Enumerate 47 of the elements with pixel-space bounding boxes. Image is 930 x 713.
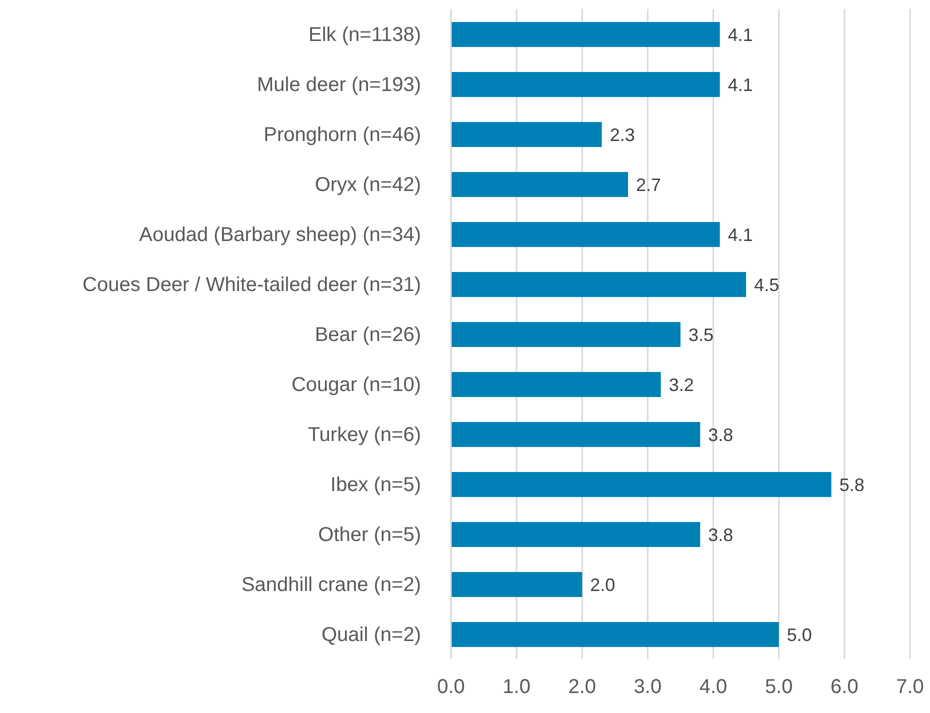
- data-label: 4.1: [728, 24, 753, 45]
- y-tick-label: Pronghorn (n=46): [264, 124, 421, 146]
- data-label: 3.2: [668, 374, 694, 395]
- bar: [451, 372, 661, 397]
- y-tick-label: Oryx (n=42): [314, 174, 421, 196]
- x-tick-label: 5.0: [764, 676, 793, 698]
- data-label: 4.1: [728, 224, 753, 245]
- bar: [451, 622, 779, 647]
- bar: [451, 322, 680, 347]
- y-tick-label: Turkey (n=6): [308, 424, 421, 446]
- y-tick-label: Cougar (n=10): [291, 374, 421, 396]
- x-tick-label: 6.0: [830, 676, 858, 698]
- bar: [451, 572, 582, 597]
- x-tick-label: 1.0: [502, 676, 530, 698]
- y-tick-label: Aoudad (Barbary sheep) (n=34): [139, 224, 421, 246]
- bar: [451, 222, 720, 247]
- data-label: 3.8: [708, 524, 734, 545]
- data-label: 2.7: [636, 174, 662, 195]
- x-tick-label: 2.0: [568, 676, 596, 698]
- bar: [451, 22, 720, 47]
- bar: [451, 522, 700, 547]
- y-tick-label: Quail (n=2): [322, 624, 421, 646]
- y-tick-label: Ibex (n=5): [330, 474, 421, 496]
- data-label: 4.5: [754, 274, 780, 295]
- y-tick-label: Elk (n=1138): [308, 24, 421, 46]
- data-label: 3.5: [688, 324, 714, 345]
- x-tick-label: 4.0: [699, 676, 728, 698]
- y-tick-label: Other (n=5): [318, 524, 421, 546]
- bar: [451, 172, 628, 197]
- y-tick-label: Sandhill crane (n=2): [241, 574, 421, 596]
- data-label: 5.0: [786, 624, 812, 645]
- y-tick-label: Coues Deer / White-tailed deer (n=31): [82, 274, 421, 296]
- y-tick-label: Mule deer (n=193): [257, 74, 421, 96]
- bar: [451, 72, 720, 97]
- data-label: 3.8: [708, 424, 734, 445]
- bar: [451, 122, 602, 147]
- bar: [451, 272, 746, 297]
- x-tick-label: 7.0: [896, 676, 924, 698]
- bar: [451, 422, 700, 447]
- y-tick-label: Bear (n=26): [314, 324, 421, 346]
- data-label: 5.8: [839, 474, 864, 495]
- data-label: 2.0: [590, 574, 616, 595]
- x-tick-label: 3.0: [634, 676, 662, 698]
- data-label: 4.1: [728, 74, 753, 95]
- bar: [451, 472, 832, 497]
- data-label: 2.3: [610, 124, 635, 145]
- x-tick-label: 0.0: [437, 676, 465, 698]
